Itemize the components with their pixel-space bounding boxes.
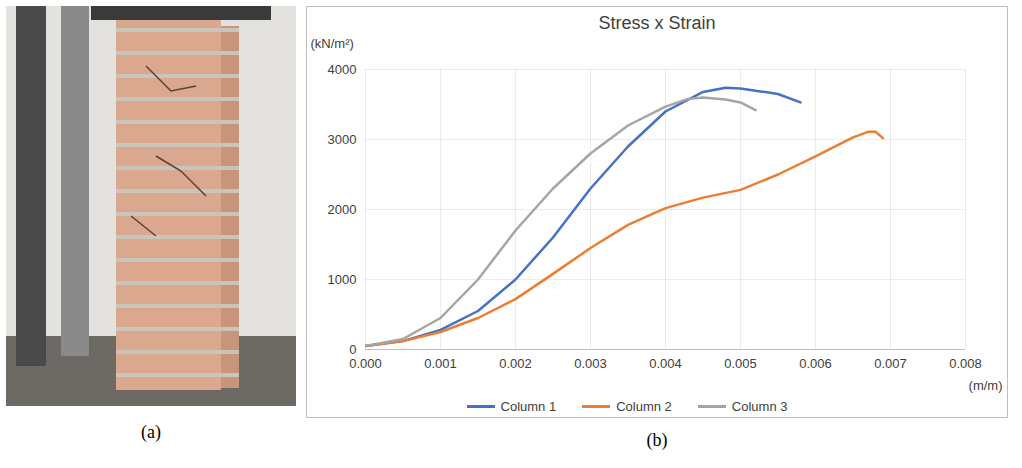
svg-text:(m/m): (m/m) (969, 378, 1003, 393)
svg-text:0.003: 0.003 (574, 356, 607, 371)
html-text:Column 3: Column 3 (731, 398, 788, 414)
html-text:(b): (b) (646, 430, 668, 450)
html-text:Column 1: Column 1 (500, 398, 557, 414)
html-text:(a): (a) (141, 422, 161, 442)
html-text:Stress x Strain: Stress x Strain (598, 13, 716, 33)
svg-text:0.007: 0.007 (874, 356, 907, 371)
svg-text:0.006: 0.006 (799, 356, 832, 371)
svg-text:0.002: 0.002 (499, 356, 532, 371)
svg-text:0.001: 0.001 (424, 356, 457, 371)
svg-text:(kN/m²): (kN/m²) (311, 36, 354, 51)
svg-text:2000: 2000 (328, 202, 357, 217)
svg-text:0.000: 0.000 (349, 356, 382, 371)
html-text:Column 2: Column 2 (616, 398, 672, 414)
svg-text:0.008: 0.008 (949, 356, 982, 371)
svg-text:4000: 4000 (328, 62, 357, 77)
svg-text:0.005: 0.005 (724, 356, 757, 371)
svg-text:1000: 1000 (328, 272, 357, 287)
svg-text:3000: 3000 (328, 132, 357, 147)
svg-text:0: 0 (349, 342, 356, 357)
svg-text:0.004: 0.004 (649, 356, 682, 371)
